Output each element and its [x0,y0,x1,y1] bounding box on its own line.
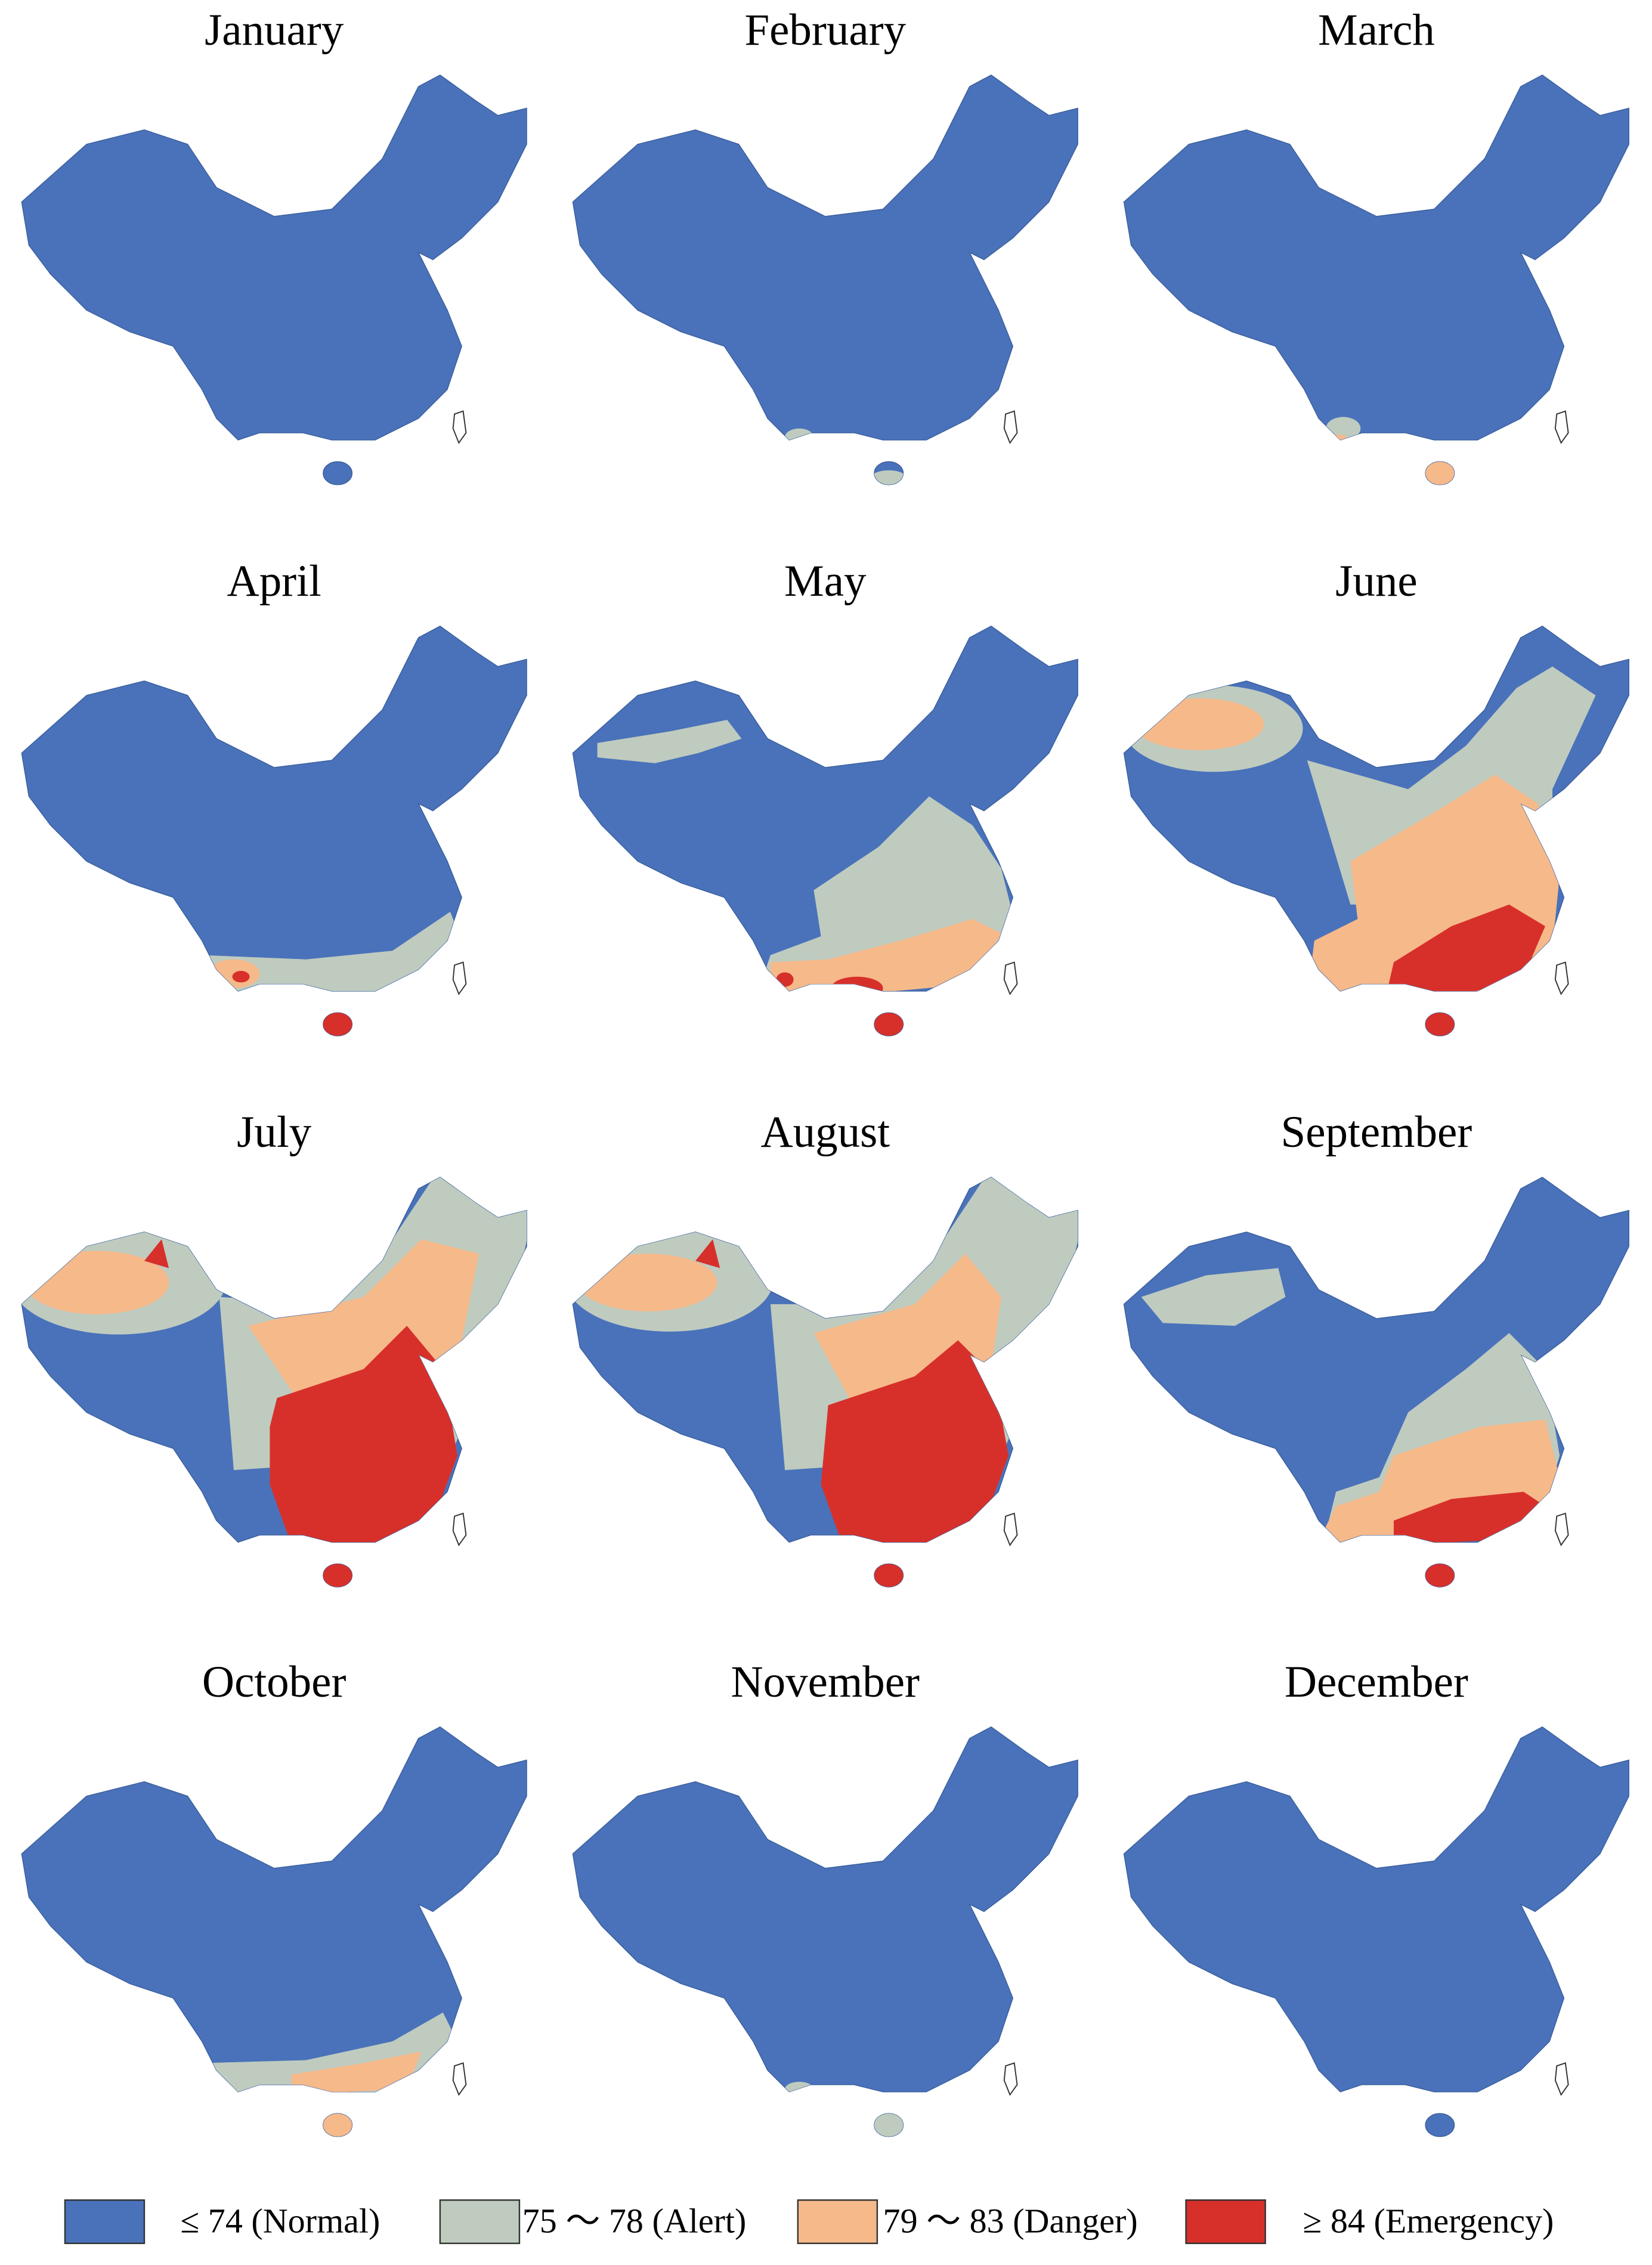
legend-swatch [64,2199,146,2244]
map-panel: April [21,556,528,1037]
panel-title: June [1335,556,1417,606]
panel-title: August [760,1107,890,1157]
taiwan [452,961,467,995]
panel-title: April [227,556,321,606]
map-panel: January [21,5,528,486]
region [1422,460,1458,485]
region [232,971,250,983]
region [291,2051,422,2095]
panel-title: May [784,556,867,606]
taiwan [1554,2062,1569,2096]
legend: ≤ 74 (Normal) 75 ～ 78 (Alert) 79 ～ 83 (D… [64,2199,1554,2244]
taiwan [452,410,467,444]
taiwan [1003,2062,1018,2096]
taiwan [452,1512,467,1546]
map-panel: June [1123,556,1630,1037]
legend-label: 75 ～ 78 (Alert) [522,2202,747,2241]
map-panel: October [21,1657,528,2137]
map-panel: July [21,1107,528,1588]
panel-title: January [205,5,344,55]
region [831,976,883,1000]
region [871,2112,907,2137]
map-panel: February [572,5,1079,486]
map-panel: May [572,556,1079,1037]
region [871,470,907,485]
taiwan [452,2062,467,2096]
legend-swatch [797,2199,878,2244]
map-panel: September [1123,1107,1630,1588]
map [1123,74,1630,486]
region [320,2112,355,2137]
region [785,2081,814,2096]
taiwan [1003,410,1018,444]
map-panel: March [1123,5,1630,486]
region [1422,1011,1458,1036]
legend-label: ≤ 74 (Normal) [180,2202,380,2241]
panel-title: November [731,1657,920,1707]
region [871,1011,907,1036]
region [785,428,814,446]
region [1141,1268,1286,1326]
region [776,972,794,987]
region [1321,434,1351,452]
region [821,1340,1009,1545]
taiwan [1554,1512,1569,1546]
taiwan [1003,961,1018,995]
map [572,1726,1079,2137]
map-panel: November [572,1657,1079,2137]
taiwan [1554,410,1569,444]
region [320,1562,355,1588]
panel-title: September [1281,1107,1472,1157]
panel-title: March [1318,5,1435,55]
legend-label: 79 ～ 83 (Danger) [883,2202,1138,2241]
region [770,918,1001,1003]
map-panel: August [572,1107,1079,1588]
taiwan [1554,961,1569,995]
legend-label: ≥ 84 (Emergency) [1303,2202,1554,2241]
map [1123,1726,1630,2137]
region [270,1326,457,1545]
region [871,1562,907,1588]
region [1134,698,1264,750]
region [1386,904,1545,994]
region [578,1254,717,1311]
panel-title: July [237,1107,312,1157]
map-panel: December [1123,1657,1630,2137]
panel-title: October [202,1657,347,1707]
map [21,74,528,486]
region [202,911,465,999]
region [1422,1562,1458,1588]
region [597,720,742,763]
legend-swatch [439,2199,521,2244]
legend-swatch [1185,2199,1266,2244]
region [144,1239,169,1268]
panel-title: December [1285,1657,1468,1707]
region [1326,417,1361,440]
region [695,1239,720,1268]
taiwan [1003,1512,1018,1546]
map [572,74,1079,486]
region [320,1011,355,1036]
panel-title: February [744,5,906,55]
